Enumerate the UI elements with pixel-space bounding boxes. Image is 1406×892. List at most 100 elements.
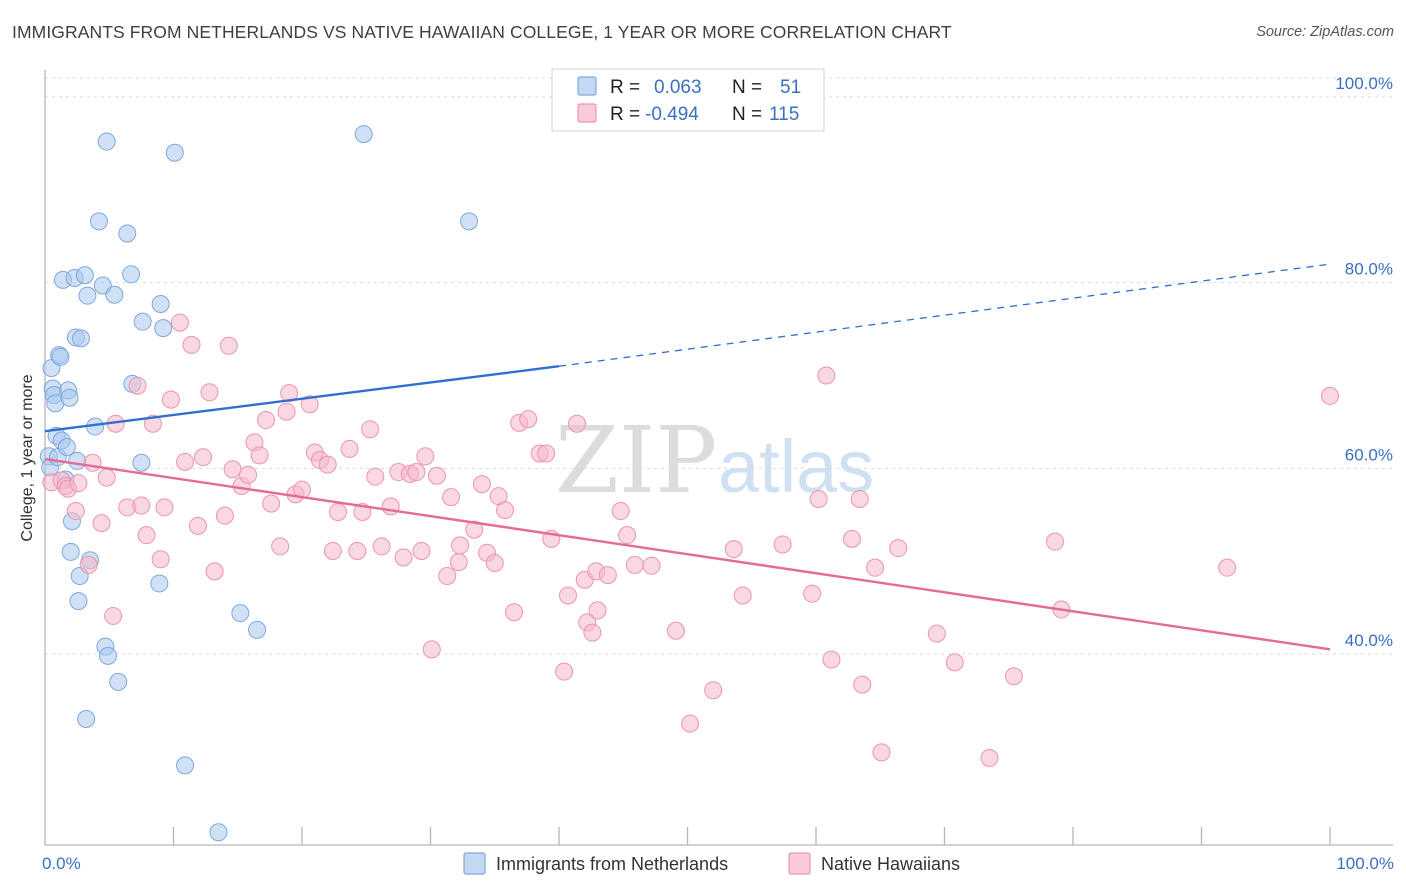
point-hawaiians: [817, 366, 836, 385]
series-hawaiians-points: [42, 313, 1339, 767]
point-hawaiians: [872, 743, 891, 762]
point-hawaiians: [519, 410, 538, 429]
bottom-legend-swatch-pink: [788, 852, 811, 875]
point-hawaiians: [348, 541, 367, 560]
y-tick-labels: 40.0% 60.0% 80.0% 100.0%: [1335, 74, 1393, 650]
point-hawaiians: [66, 502, 85, 521]
point-netherlands: [122, 265, 141, 284]
point-hawaiians: [300, 395, 319, 414]
point-hawaiians: [239, 465, 258, 484]
point-hawaiians: [822, 650, 841, 669]
point-hawaiians: [83, 453, 102, 472]
legend-swatch-blue: [577, 76, 597, 96]
legend-r-value-1: 0.063: [654, 77, 702, 98]
x-tick-label-max: 100.0%: [1336, 854, 1394, 873]
point-hawaiians: [438, 567, 457, 586]
point-hawaiians: [170, 313, 189, 332]
point-hawaiians: [465, 520, 484, 539]
point-hawaiians: [853, 675, 872, 694]
point-hawaiians: [132, 496, 151, 515]
legend-n-value-2: 115: [769, 104, 799, 125]
point-hawaiians: [422, 640, 441, 659]
point-hawaiians: [128, 376, 147, 395]
bottom-legend-swatch-blue: [463, 852, 486, 875]
point-hawaiians: [803, 584, 822, 603]
legend-r-value-2: -0.494: [645, 104, 699, 125]
point-hawaiians: [366, 467, 385, 486]
point-netherlands: [176, 756, 195, 775]
point-hawaiians: [427, 466, 446, 485]
point-hawaiians: [625, 555, 644, 574]
point-hawaiians: [485, 554, 504, 573]
point-netherlands: [248, 620, 267, 639]
point-hawaiians: [505, 603, 524, 622]
point-netherlands: [68, 451, 87, 470]
point-hawaiians: [69, 474, 88, 493]
y-tick-label: 100.0%: [1335, 74, 1393, 93]
point-hawaiians: [137, 526, 156, 545]
point-hawaiians: [980, 748, 999, 767]
legend-n-label-1: N =: [732, 77, 762, 98]
point-hawaiians: [257, 411, 276, 430]
point-hawaiians: [842, 529, 861, 548]
point-hawaiians: [328, 502, 347, 521]
legend-n-value-1: 51: [780, 77, 801, 98]
point-netherlands: [154, 319, 173, 338]
point-hawaiians: [361, 420, 380, 439]
point-hawaiians: [143, 414, 162, 433]
point-hawaiians: [449, 553, 468, 572]
watermark: ZIP atlas: [555, 407, 874, 514]
point-netherlands: [98, 646, 117, 665]
point-netherlands: [132, 453, 151, 472]
point-hawaiians: [412, 541, 431, 560]
series-legend: Immigrants from Netherlands Native Hawai…: [463, 852, 960, 875]
gridlines: [45, 77, 1393, 655]
point-hawaiians: [219, 336, 238, 355]
trend-lines: [44, 263, 1331, 651]
point-hawaiians: [104, 606, 123, 625]
point-hawaiians: [262, 494, 281, 513]
point-hawaiians: [372, 537, 391, 556]
point-hawaiians: [223, 460, 242, 479]
series-netherlands-points: [39, 125, 479, 842]
point-hawaiians: [323, 541, 342, 560]
point-hawaiians: [1321, 386, 1339, 405]
point-hawaiians: [381, 497, 400, 516]
point-netherlands: [51, 347, 70, 366]
y-tick-label: 40.0%: [1345, 631, 1393, 650]
point-hawaiians: [496, 501, 515, 520]
point-hawaiians: [92, 514, 111, 533]
point-netherlands: [60, 388, 79, 407]
point-hawaiians: [151, 550, 170, 569]
point-hawaiians: [1004, 667, 1023, 686]
point-hawaiians: [642, 556, 661, 575]
point-hawaiians: [724, 540, 743, 559]
point-hawaiians: [407, 463, 426, 482]
source-credit: Source: ZipAtlas.com: [1256, 24, 1394, 40]
stats-legend-box: [551, 68, 825, 132]
point-netherlands: [61, 542, 80, 561]
point-hawaiians: [215, 506, 234, 525]
point-netherlands: [57, 437, 76, 456]
point-netherlands: [109, 672, 128, 691]
point-netherlands: [105, 285, 124, 304]
trend-line-netherlands-extension: [558, 263, 1331, 367]
point-hawaiians: [681, 714, 700, 733]
point-hawaiians: [155, 498, 174, 517]
point-hawaiians: [809, 489, 828, 508]
chart-title: IMMIGRANTS FROM NETHERLANDS VS NATIVE HA…: [12, 22, 952, 42]
y-tick-label: 80.0%: [1345, 260, 1393, 279]
point-hawaiians: [451, 536, 470, 555]
point-hawaiians: [79, 555, 98, 574]
point-netherlands: [231, 604, 250, 623]
point-hawaiians: [188, 516, 207, 535]
trend-line-netherlands: [44, 365, 560, 433]
trend-line-hawaiians: [44, 457, 1331, 651]
point-hawaiians: [442, 488, 461, 507]
point-hawaiians: [1218, 558, 1237, 577]
legend-r-label-1: R =: [610, 77, 640, 98]
point-hawaiians: [889, 539, 908, 558]
point-hawaiians: [318, 455, 337, 474]
point-netherlands: [354, 125, 373, 144]
